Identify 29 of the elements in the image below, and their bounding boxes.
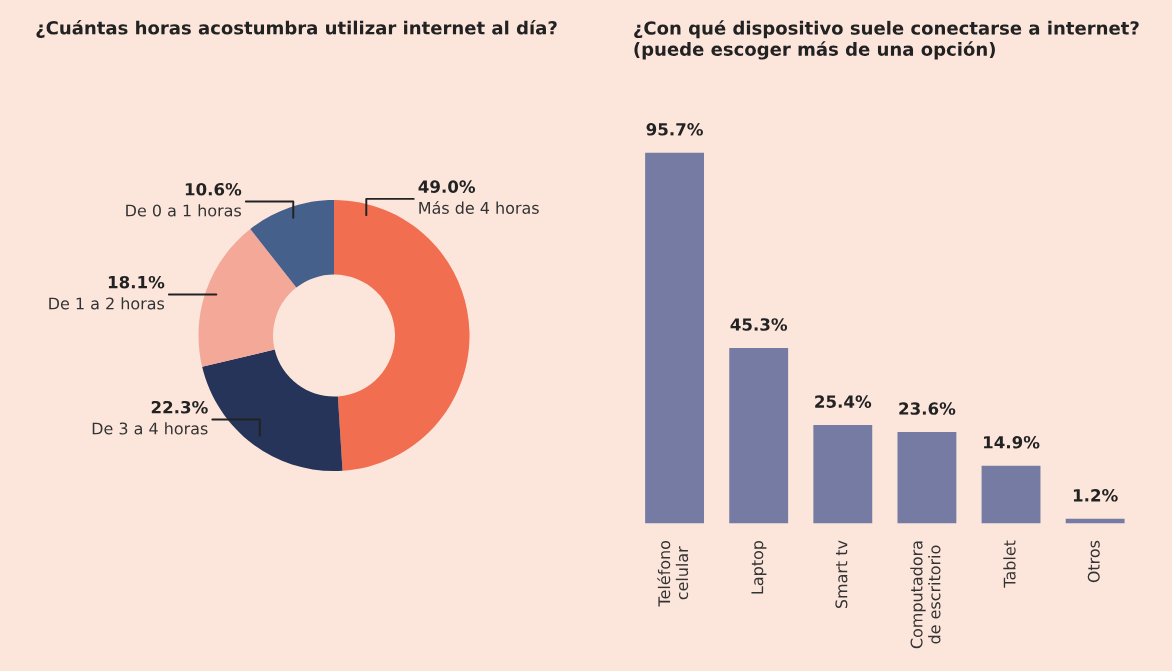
data-label: 49.0%	[418, 180, 476, 193]
data-label: 18.1%	[108, 275, 165, 289]
data-label: 45.3%	[730, 318, 788, 331]
data-label: 95.7%	[646, 123, 703, 136]
chart-title: ¿Con qué dispositivo suele conectarse a internet? (puede escoger más de una opción)	[634, 20, 1139, 60]
x-tick-label: Laptop	[751, 540, 767, 594]
bar	[897, 431, 957, 524]
slice-label: Más de 4 horas	[419, 200, 539, 214]
data-label: 23.6%	[899, 402, 956, 415]
slice-label: De 1 a 2 horas	[49, 297, 165, 310]
slice-label: De 3 a 4 horas	[92, 422, 208, 435]
donut-slice	[198, 229, 297, 367]
bar	[729, 347, 789, 524]
data-label: 25.4%	[815, 395, 872, 408]
x-tick-label: Computadora de escritorio	[910, 541, 941, 649]
donut-slice	[250, 200, 335, 288]
chart-title: ¿Cuántas horas acostumbra utilizar internet al día?	[36, 19, 557, 38]
data-label: 22.3%	[151, 400, 208, 414]
x-tick-label: Tablet	[1003, 540, 1016, 588]
x-tick-label: Teléfono celular	[657, 540, 689, 607]
data-label: 10.6%	[185, 182, 242, 196]
bar	[645, 152, 705, 524]
data-label: 1.2%	[1073, 489, 1118, 502]
x-tick-label: Smart tv	[835, 540, 848, 609]
bar	[981, 465, 1041, 524]
slice-label: De 0 a 1 horas	[126, 204, 241, 217]
data-label: 14.9%	[984, 435, 1040, 449]
x-tick-label: Otros	[1087, 540, 1100, 583]
bar	[813, 425, 873, 524]
